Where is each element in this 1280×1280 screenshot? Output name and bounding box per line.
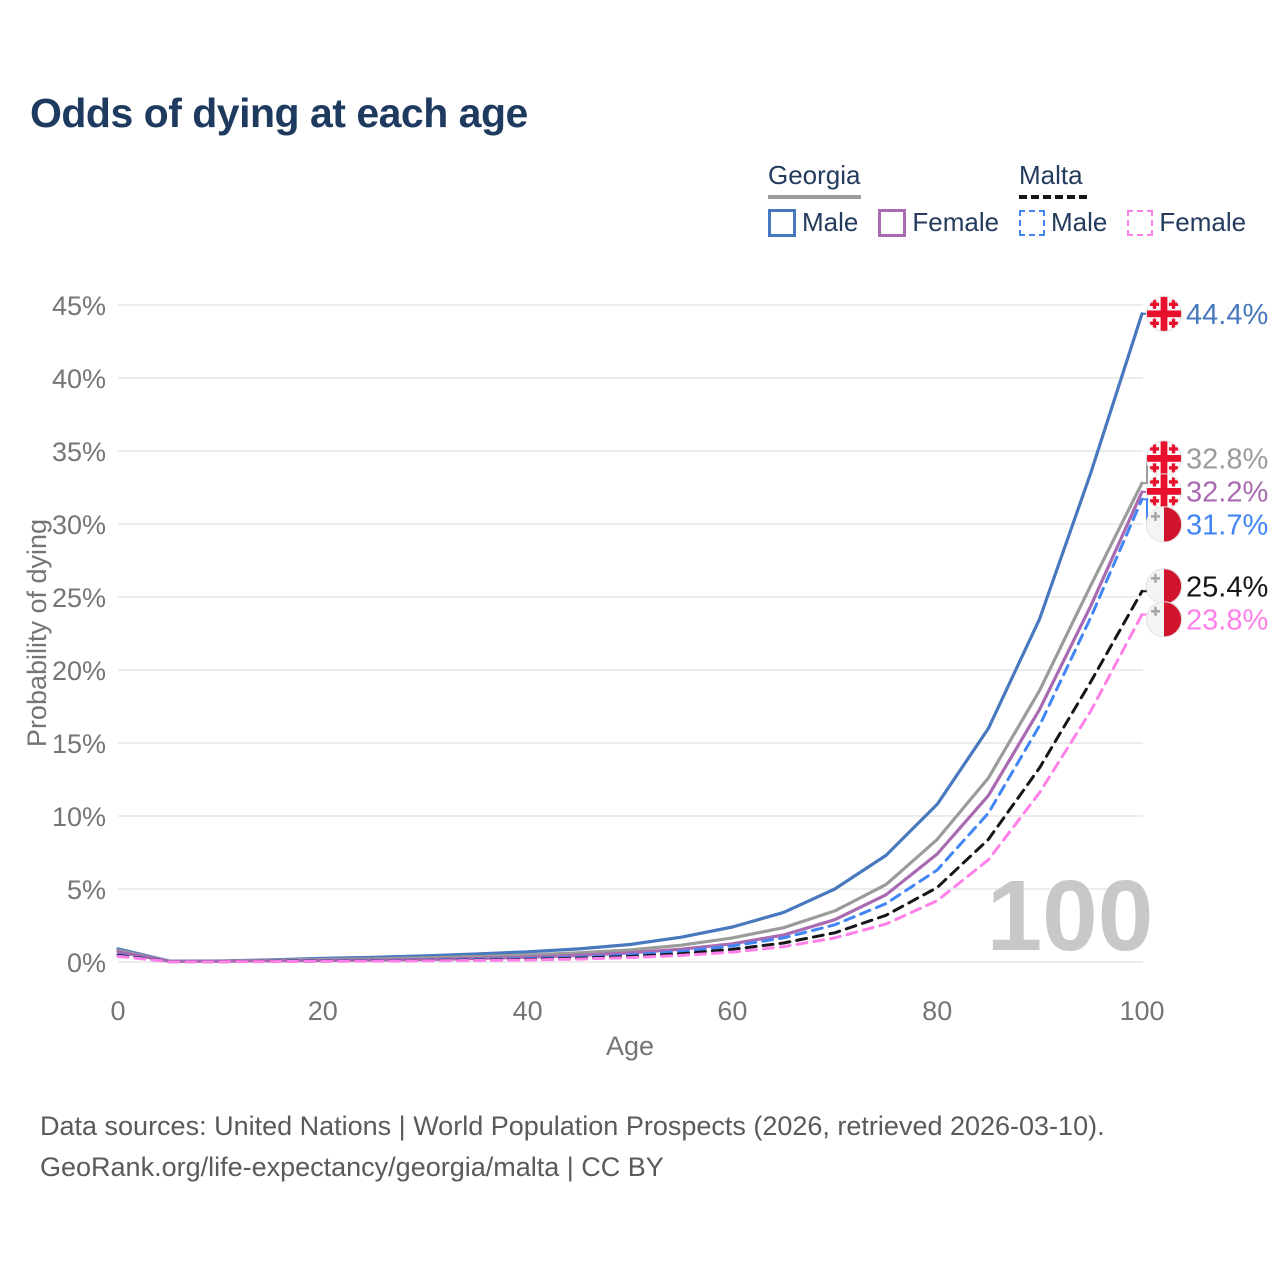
legend-georgia-header[interactable]: Georgia	[768, 160, 861, 190]
x-tick-label: 100	[1119, 996, 1164, 1026]
legend-item-georgia-male[interactable]: Male	[768, 207, 858, 238]
attribution-line: GeoRank.org/life-expectancy/georgia/malt…	[40, 1152, 664, 1182]
x-tick-label: 0	[110, 996, 125, 1026]
malta-flag-icon	[1145, 568, 1183, 605]
y-tick-label: 35%	[52, 437, 106, 467]
y-tick-label: 15%	[52, 729, 106, 759]
end-value-label: 31.7%	[1186, 509, 1268, 541]
series-line-malta-female	[116, 613, 1144, 964]
malta-flag-icon	[1145, 506, 1183, 543]
legend-malta-header[interactable]: Malta	[1019, 160, 1083, 190]
end-value-label: 32.8%	[1186, 443, 1268, 475]
x-tick-label: 40	[513, 996, 543, 1026]
y-tick-label: 25%	[52, 583, 106, 613]
y-tick-label: 30%	[52, 510, 106, 540]
legend-group-malta: Malta Male Female	[1019, 160, 1266, 238]
y-tick-label: 10%	[52, 802, 106, 832]
y-tick-label: 5%	[67, 875, 106, 905]
georgia-female-swatch-icon	[878, 208, 907, 237]
end-value-label: 44.4%	[1186, 299, 1268, 331]
legend-item-georgia-female[interactable]: Female	[878, 207, 999, 238]
y-axis-title: Probability of dying	[22, 519, 52, 747]
georgia-flag-icon	[1145, 473, 1183, 510]
age-watermark: 100	[987, 860, 1154, 972]
end-value-label: 23.8%	[1186, 604, 1268, 636]
chart-footer: Data sources: United Nations | World Pop…	[40, 1106, 1105, 1188]
end-value-label: 32.2%	[1186, 476, 1268, 508]
x-tick-label: 60	[717, 996, 747, 1026]
georgia-male-swatch-icon	[768, 208, 796, 237]
page-title: Odds of dying at each age	[30, 90, 528, 136]
legend-item-label: Female	[912, 207, 1000, 237]
y-tick-label: 0%	[67, 948, 106, 978]
x-axis-title: Age	[606, 1031, 654, 1061]
georgia-flag-icon	[1145, 440, 1183, 477]
georgia-line-style-swatch-icon	[768, 195, 861, 199]
y-tick-label: 45%	[52, 291, 106, 321]
x-tick-label: 20	[308, 996, 338, 1026]
malta-male-swatch-icon	[1019, 209, 1045, 236]
data-sources-line: Data sources: United Nations | World Pop…	[40, 1111, 1105, 1141]
x-tick-label: 80	[922, 996, 952, 1026]
legend-item-malta-male[interactable]: Male	[1019, 207, 1107, 238]
legend-item-label: Male	[1051, 207, 1108, 237]
legend-item-label: Female	[1159, 207, 1247, 237]
legend-group-georgia: Georgia Male Female	[768, 160, 1019, 238]
malta-line-style-swatch-icon	[1019, 195, 1087, 199]
malta-flag-icon	[1145, 601, 1183, 638]
legend-item-malta-female[interactable]: Female	[1127, 207, 1246, 238]
georgia-flag-icon	[1145, 295, 1183, 332]
end-value-label: 25.4%	[1186, 571, 1268, 603]
y-tick-label: 40%	[52, 364, 106, 394]
y-tick-label: 20%	[52, 656, 106, 686]
malta-female-swatch-icon	[1127, 209, 1154, 236]
legend-item-label: Male	[802, 207, 859, 237]
